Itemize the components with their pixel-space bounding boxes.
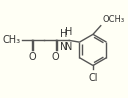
Text: O: O [52, 52, 60, 62]
Text: N: N [65, 42, 72, 52]
Text: CH₃: CH₃ [3, 35, 21, 45]
Text: N: N [60, 42, 68, 52]
Text: H: H [65, 27, 72, 37]
Text: O: O [28, 52, 36, 62]
Text: H: H [60, 29, 68, 39]
Text: OCH₃: OCH₃ [102, 15, 124, 24]
Text: Cl: Cl [88, 73, 98, 83]
